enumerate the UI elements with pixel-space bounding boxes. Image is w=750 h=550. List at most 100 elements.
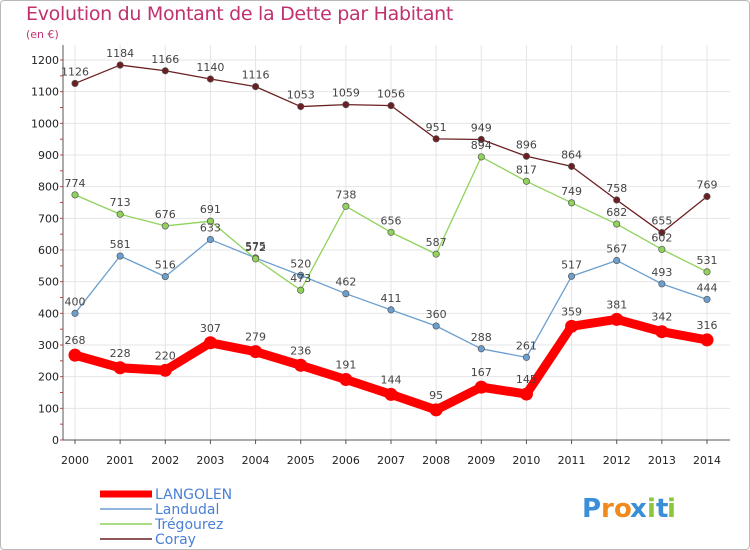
data-label-langolen: 381 bbox=[606, 298, 627, 311]
point-langolen bbox=[474, 380, 488, 394]
logo-letter: o bbox=[614, 494, 632, 524]
point-coray bbox=[252, 83, 260, 91]
data-label-tregourez: 587 bbox=[426, 236, 447, 249]
point-tregourez bbox=[342, 202, 350, 210]
point-langolen bbox=[700, 333, 714, 347]
point-tregourez bbox=[658, 245, 666, 253]
point-langolen bbox=[655, 325, 669, 339]
x-tick-label: 2000 bbox=[61, 454, 89, 467]
y-tick-label: 600 bbox=[38, 244, 59, 257]
data-label-coray: 1166 bbox=[151, 53, 179, 66]
data-label-coray: 1056 bbox=[377, 88, 405, 101]
point-langolen bbox=[249, 345, 263, 359]
data-label-langolen: 316 bbox=[697, 319, 718, 332]
data-label-landudal: 400 bbox=[65, 295, 86, 308]
point-coray bbox=[387, 102, 395, 110]
x-tick-label: 2005 bbox=[287, 454, 315, 467]
point-coray bbox=[477, 135, 485, 144]
data-label-coray: 896 bbox=[516, 138, 537, 151]
series-lines bbox=[68, 61, 714, 417]
logo-letter: i bbox=[667, 494, 676, 524]
point-coray bbox=[658, 229, 666, 237]
data-label-landudal: 517 bbox=[561, 258, 582, 271]
point-coray bbox=[116, 61, 124, 69]
data-label-langolen: 144 bbox=[381, 373, 402, 386]
data-label-tregourez: 894 bbox=[471, 139, 492, 152]
y-tick-label: 200 bbox=[38, 371, 59, 384]
data-label-langolen: 228 bbox=[110, 347, 131, 360]
plot-area bbox=[63, 45, 730, 440]
logo-letter: i bbox=[647, 494, 656, 524]
axes: 0 100 200 300 400 500 600 700 800 900 1000 1100 1200… bbox=[31, 45, 730, 467]
point-langolen bbox=[68, 348, 82, 362]
point-landudal bbox=[161, 273, 169, 281]
chart-subtitle: (en €) bbox=[26, 28, 59, 41]
data-label-coray: 1059 bbox=[332, 87, 360, 100]
logo-letter: x bbox=[630, 494, 647, 524]
point-coray bbox=[522, 152, 530, 160]
data-label-langolen: 191 bbox=[335, 359, 356, 372]
point-landudal bbox=[342, 290, 350, 298]
x-tick-label: 2014 bbox=[693, 454, 721, 467]
point-coray bbox=[206, 75, 214, 83]
data-label-coray: 1184 bbox=[106, 47, 134, 60]
point-landudal bbox=[703, 295, 711, 303]
data-label-tregourez: 676 bbox=[155, 208, 176, 221]
x-tick-label: 2007 bbox=[377, 454, 405, 467]
data-label-landudal: 462 bbox=[335, 276, 356, 289]
data-label-landudal: 411 bbox=[381, 292, 402, 305]
point-coray bbox=[568, 162, 576, 170]
point-landudal bbox=[116, 252, 124, 260]
point-coray bbox=[342, 101, 350, 109]
data-labels: 400 581 516 633 575 520 462 411 360 288 261 517 567 4… bbox=[61, 47, 718, 402]
point-tregourez bbox=[206, 217, 214, 225]
data-label-landudal: 493 bbox=[651, 266, 672, 279]
grid bbox=[63, 45, 730, 441]
y-tick-label: 0 bbox=[52, 434, 59, 447]
y-tick-label: 800 bbox=[38, 181, 59, 194]
data-label-landudal: 516 bbox=[155, 259, 176, 272]
point-langolen bbox=[294, 358, 308, 372]
data-label-tregourez: 749 bbox=[561, 185, 582, 198]
point-landudal bbox=[522, 353, 530, 361]
point-coray bbox=[297, 103, 305, 111]
point-tregourez bbox=[161, 222, 169, 230]
data-label-landudal: 581 bbox=[110, 238, 131, 251]
point-tregourez bbox=[432, 250, 440, 258]
x-tick-label: 2004 bbox=[242, 454, 270, 467]
y-tick-label: 400 bbox=[38, 307, 59, 320]
point-landudal bbox=[613, 256, 621, 265]
y-tick-label: 100 bbox=[38, 402, 59, 415]
point-coray bbox=[613, 196, 621, 204]
point-tregourez bbox=[703, 268, 711, 276]
data-label-langolen: 342 bbox=[651, 311, 672, 324]
data-label-landudal: 444 bbox=[697, 281, 718, 294]
point-langolen bbox=[565, 319, 579, 333]
point-landudal bbox=[432, 322, 440, 330]
data-label-tregourez: 691 bbox=[200, 203, 221, 216]
point-langolen bbox=[429, 403, 443, 417]
chart-title: Evolution du Montant de la Dette par Hab… bbox=[26, 3, 454, 25]
data-label-langolen: 268 bbox=[65, 334, 86, 347]
point-landudal bbox=[658, 280, 666, 288]
y-tick-label: 1000 bbox=[31, 117, 59, 130]
data-label-landudal: 360 bbox=[426, 308, 447, 321]
point-tregourez bbox=[613, 220, 621, 228]
x-tick-label: 2008 bbox=[422, 454, 450, 467]
x-tick-label: 2003 bbox=[196, 454, 224, 467]
data-label-langolen: 236 bbox=[290, 344, 311, 357]
point-landudal bbox=[568, 272, 576, 280]
data-label-langolen: 220 bbox=[155, 349, 176, 362]
point-tregourez bbox=[116, 210, 124, 218]
point-tregourez bbox=[477, 153, 485, 161]
point-coray bbox=[432, 135, 440, 143]
data-label-langolen: 145 bbox=[516, 373, 537, 386]
point-tregourez bbox=[387, 228, 395, 236]
data-label-coray: 655 bbox=[651, 215, 672, 228]
point-tregourez bbox=[568, 199, 576, 207]
data-label-landudal: 288 bbox=[471, 331, 492, 344]
point-langolen bbox=[203, 336, 217, 350]
